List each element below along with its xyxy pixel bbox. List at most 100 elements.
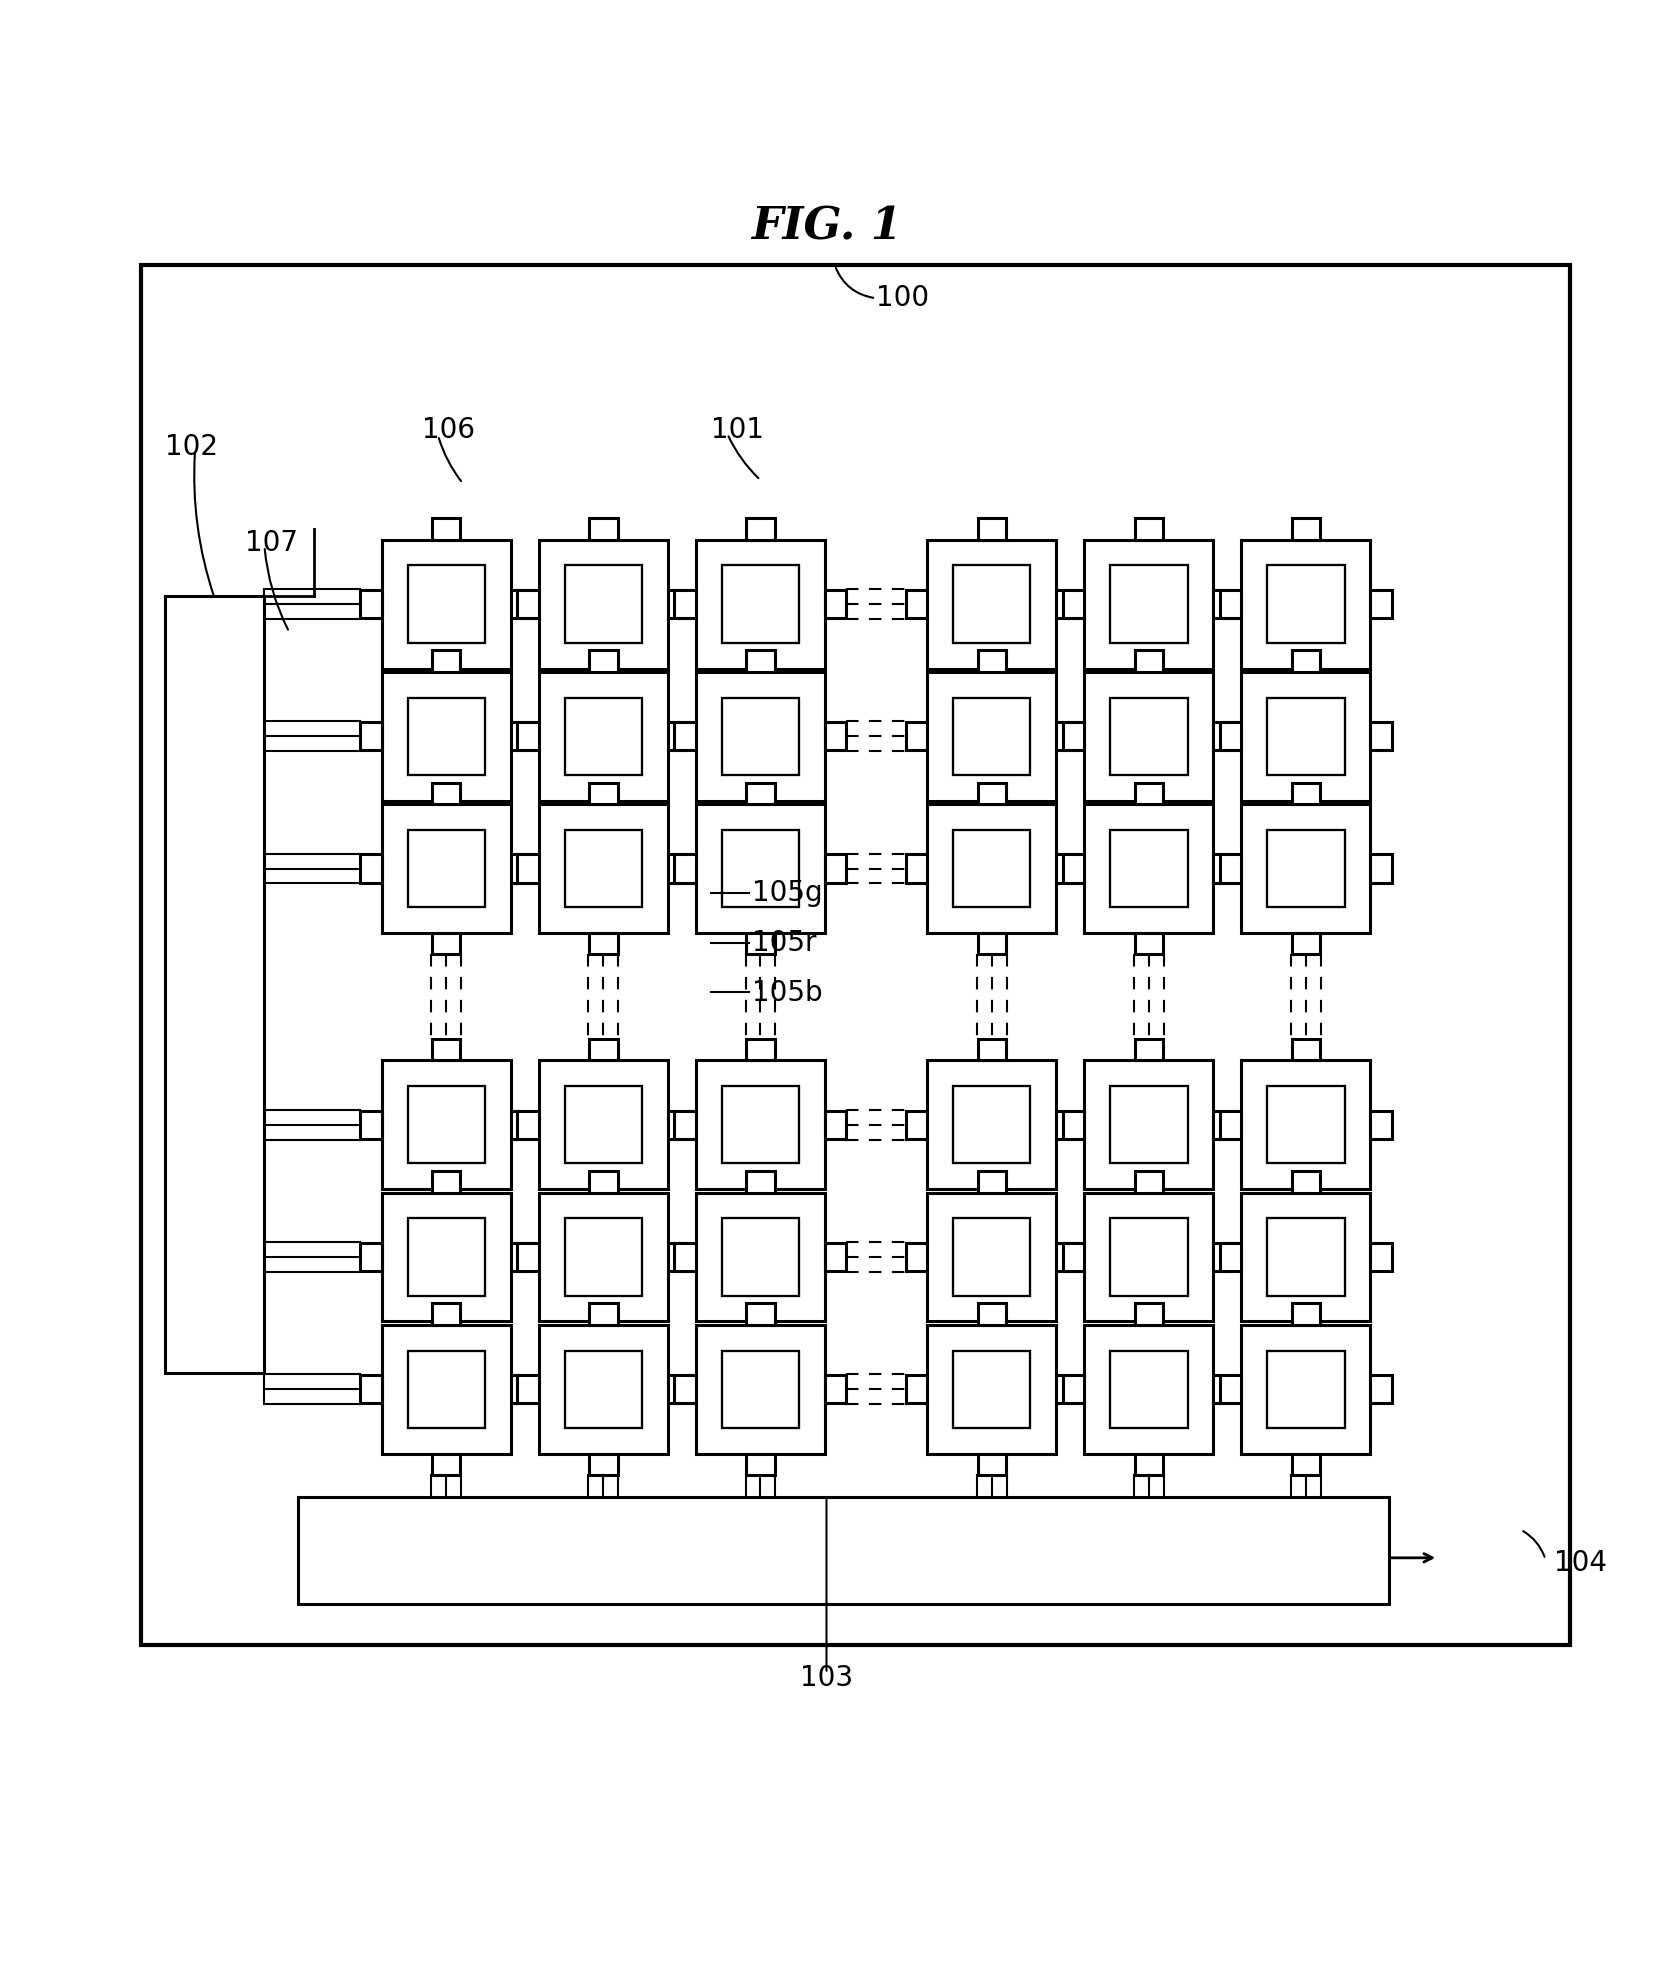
Bar [674, 723, 696, 750]
Bar [1291, 933, 1321, 955]
Bar [1063, 1243, 1084, 1270]
Bar [511, 590, 532, 617]
Bar [1134, 518, 1164, 540]
Bar [696, 1060, 825, 1189]
Bar [1134, 800, 1164, 822]
Bar [431, 1189, 461, 1211]
Bar [539, 1193, 668, 1322]
Bar [977, 1038, 1007, 1060]
Bar [511, 1376, 532, 1403]
Bar [588, 1322, 618, 1344]
Text: 100: 100 [876, 284, 929, 312]
Bar [1134, 782, 1164, 804]
Bar [746, 669, 775, 691]
Bar [977, 1453, 1007, 1475]
Bar [511, 723, 532, 750]
Bar [1291, 782, 1321, 804]
Bar [517, 854, 539, 883]
Bar [674, 1110, 696, 1139]
Bar [927, 540, 1056, 669]
Bar [1268, 1086, 1344, 1163]
Bar [539, 1060, 668, 1189]
Bar [588, 1038, 618, 1060]
Bar [1056, 590, 1078, 617]
Bar [1084, 1193, 1213, 1322]
Text: 106: 106 [422, 417, 474, 445]
Bar [954, 1219, 1030, 1296]
Text: 103: 103 [800, 1665, 853, 1693]
Bar [668, 590, 689, 617]
Text: 101: 101 [711, 417, 764, 445]
Bar [431, 1171, 461, 1193]
Bar [360, 590, 382, 617]
Bar [1213, 1110, 1235, 1139]
Bar [1370, 723, 1392, 750]
Bar [1134, 1322, 1164, 1344]
Bar [539, 671, 668, 800]
Bar [1056, 1243, 1078, 1270]
Bar [906, 1376, 927, 1403]
Bar [588, 1189, 618, 1211]
Bar [588, 518, 618, 540]
Bar [588, 669, 618, 691]
Bar [1291, 518, 1321, 540]
Bar [1056, 854, 1078, 883]
Bar [825, 1110, 846, 1139]
Bar [722, 566, 798, 643]
Bar [722, 1086, 798, 1163]
Bar [1370, 1243, 1392, 1270]
Bar [746, 1171, 775, 1193]
Bar [977, 782, 1007, 804]
Bar [954, 697, 1030, 774]
Bar [1370, 590, 1392, 617]
Bar [382, 1060, 511, 1189]
Bar [696, 540, 825, 669]
Bar [906, 1243, 927, 1270]
Bar [927, 804, 1056, 933]
Bar [1291, 1304, 1321, 1324]
Bar [825, 1243, 846, 1270]
Bar [1111, 1350, 1187, 1427]
Bar [565, 566, 641, 643]
Bar [431, 651, 461, 671]
Bar [1111, 566, 1187, 643]
Bar [674, 1376, 696, 1403]
Bar [746, 651, 775, 671]
Bar [1213, 1376, 1235, 1403]
Bar [668, 723, 689, 750]
Bar [1213, 590, 1235, 617]
Bar [746, 1038, 775, 1060]
Bar [431, 669, 461, 691]
Bar [431, 782, 461, 804]
Bar [954, 566, 1030, 643]
Bar [1241, 671, 1370, 800]
Bar [382, 804, 511, 933]
Bar [1063, 1376, 1084, 1403]
Bar [1268, 566, 1344, 643]
Bar [1291, 1171, 1321, 1193]
Bar [1241, 540, 1370, 669]
Bar [674, 590, 696, 617]
Bar [141, 266, 1570, 1646]
Bar [825, 723, 846, 750]
Bar [1084, 804, 1213, 933]
Bar [1370, 854, 1392, 883]
Text: 104: 104 [1554, 1548, 1607, 1576]
Bar [1291, 1189, 1321, 1211]
Bar [954, 1350, 1030, 1427]
Bar [696, 804, 825, 933]
Bar [1291, 800, 1321, 822]
Bar [1291, 669, 1321, 691]
Bar [1056, 1110, 1078, 1139]
Bar [746, 1189, 775, 1211]
Bar [382, 1324, 511, 1453]
Bar [1213, 723, 1235, 750]
Bar [1111, 1219, 1187, 1296]
Bar [668, 1243, 689, 1270]
Bar [588, 1171, 618, 1193]
Bar [565, 1086, 641, 1163]
Bar [1213, 1243, 1235, 1270]
Text: 105g: 105g [752, 879, 823, 907]
Bar [1268, 830, 1344, 907]
Bar [360, 723, 382, 750]
